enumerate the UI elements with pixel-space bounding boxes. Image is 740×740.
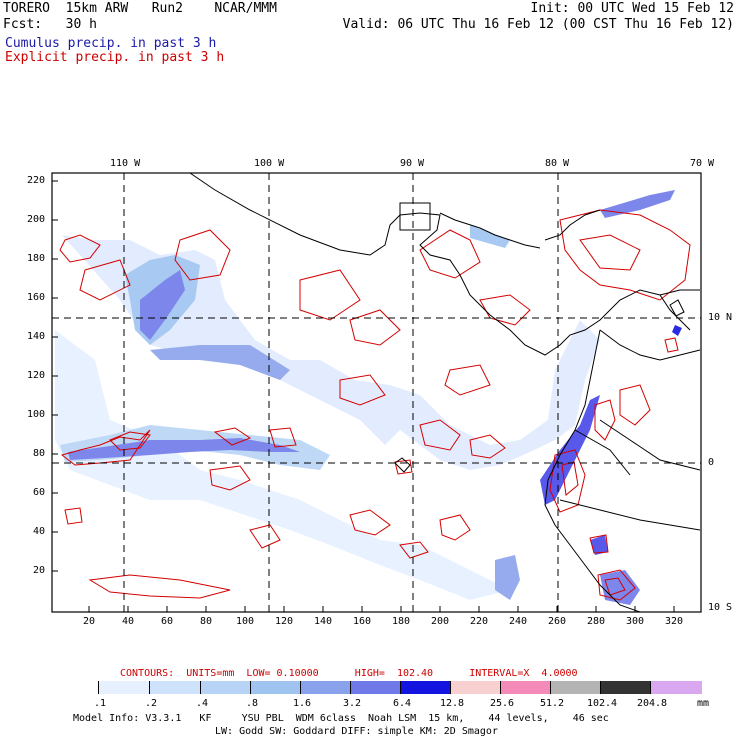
y-tick-label: 100 — [27, 409, 46, 420]
lon-label-110w: 110 W — [110, 158, 141, 169]
model-title: TORERO 15km ARW Run2 NCAR/MMM — [3, 1, 277, 16]
colorbar-label: 102.4 — [586, 698, 618, 709]
x-tick-label: 120 — [275, 616, 294, 627]
colorbar-cell — [601, 681, 651, 694]
init-time: Init: 00 UTC Wed 15 Feb 12 — [530, 1, 735, 16]
x-tick-label: 20 — [83, 616, 96, 627]
forecast-hour: Fcst: 30 h — [3, 17, 97, 32]
lon-label-80w: 80 W — [545, 158, 570, 169]
map-frame — [51, 172, 702, 613]
y-tick-label: 200 — [27, 214, 46, 225]
x-tick-label: 320 — [665, 616, 684, 627]
x-tick-label: 180 — [392, 616, 411, 627]
colorbar-cell — [551, 681, 601, 694]
colorbar-cell — [501, 681, 551, 694]
y-tick-label: 80 — [33, 448, 46, 459]
lat-lon-grid — [52, 173, 701, 612]
x-tick-label: 80 — [200, 616, 213, 627]
x-tick-label: 240 — [509, 616, 528, 627]
x-tick-label: 220 — [470, 616, 489, 627]
y-tick-label: 120 — [27, 370, 46, 381]
colorbar-label: 3.2 — [342, 698, 362, 709]
colorbar-label: 6.4 — [392, 698, 412, 709]
legend-cumulus: Cumulus precip. in past 3 h — [5, 36, 217, 51]
cumulus-shading — [55, 190, 682, 605]
lon-label-100w: 100 W — [254, 158, 285, 169]
y-tick-label: 20 — [33, 565, 46, 576]
colorbar-cell — [651, 681, 702, 694]
y-tick-label: 140 — [27, 331, 46, 342]
y-tick-label: 180 — [27, 253, 46, 264]
colorbar-label: 204.8 — [636, 698, 668, 709]
colorbar-cell — [99, 681, 150, 694]
axis-ticks — [52, 180, 675, 612]
legend-explicit: Explicit precip. in past 3 h — [5, 50, 225, 65]
colorbar-label: .8 — [245, 698, 259, 709]
colorbar-label: 1.6 — [292, 698, 312, 709]
y-tick-label: 160 — [27, 292, 46, 303]
lat-label-10s: 10 S — [708, 602, 733, 613]
colorbar-unit: mm — [697, 698, 710, 709]
colorbar-cell — [150, 681, 201, 694]
colorbar-label: 25.6 — [489, 698, 515, 709]
contours-info: CONTOURS: UNITS=mm LOW= 0.10000 HIGH= 10… — [120, 668, 578, 679]
colorbar-label: 51.2 — [539, 698, 565, 709]
colorbar-label: .4 — [195, 698, 209, 709]
lat-label-0: 0 — [708, 457, 715, 468]
x-tick-label: 300 — [626, 616, 645, 627]
lat-label-10n: 10 N — [708, 312, 733, 323]
explicit-contours — [59, 209, 691, 601]
x-tick-label: 160 — [353, 616, 372, 627]
x-tick-label: 140 — [314, 616, 333, 627]
colorbar-cell — [351, 681, 401, 694]
x-tick-label: 60 — [161, 616, 174, 627]
x-tick-label: 260 — [548, 616, 567, 627]
colorbar-cell — [251, 681, 301, 694]
colorbar-cell — [201, 681, 251, 694]
y-tick-label: 60 — [33, 487, 46, 498]
x-tick-label: 40 — [122, 616, 135, 627]
colorbar-cell — [52, 681, 99, 694]
x-tick-label: 100 — [236, 616, 255, 627]
model-info: Model Info: V3.3.1 KF YSU PBL WDM 6class… — [73, 713, 609, 724]
colorbar-cell — [401, 681, 451, 694]
x-tick-label: 200 — [431, 616, 450, 627]
colorbar-cell — [301, 681, 351, 694]
colorbar-label: .1 — [93, 698, 107, 709]
y-tick-label: 40 — [33, 526, 46, 537]
colorbar-label: 12.8 — [439, 698, 465, 709]
valid-time: Valid: 06 UTC Thu 16 Feb 12 (00 CST Thu … — [342, 17, 734, 32]
physics-info: LW: Godd SW: Goddard DIFF: simple KM: 2D… — [215, 726, 498, 737]
lon-label-70w: 70 W — [690, 158, 715, 169]
x-tick-label: 280 — [587, 616, 606, 627]
colorbar-label: .2 — [144, 698, 158, 709]
lon-label-90w: 90 W — [400, 158, 425, 169]
y-tick-label: 220 — [27, 175, 46, 186]
colorbar-cell — [451, 681, 501, 694]
coastlines — [189, 172, 701, 613]
